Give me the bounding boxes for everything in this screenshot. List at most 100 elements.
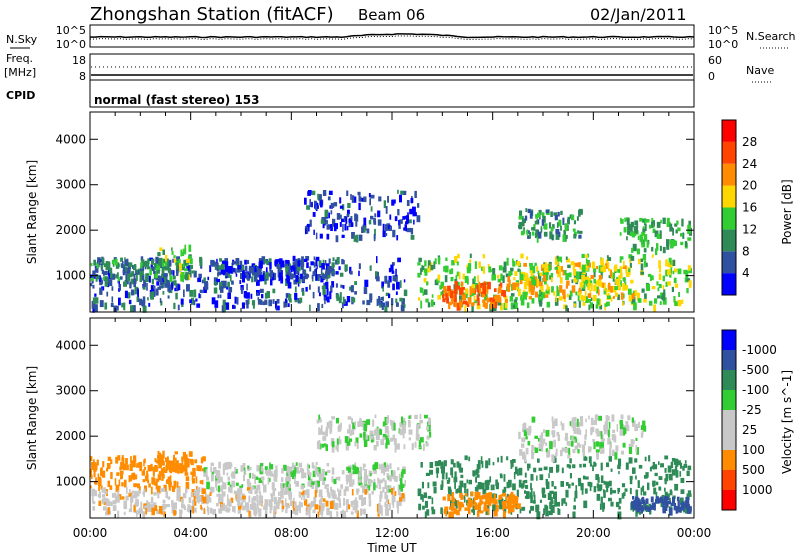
velocity-cell: [179, 468, 183, 474]
velocity-cell: [193, 493, 196, 502]
power-cell: [410, 197, 414, 203]
velocity-cell: [610, 501, 614, 507]
velocity-cell: [273, 496, 277, 505]
velocity-cell: [110, 459, 113, 465]
power-cell: [378, 299, 381, 306]
velocity-cell: [130, 456, 132, 464]
nsearch-series: [89, 35, 695, 41]
velocity-cell: [349, 472, 353, 477]
velocity-cell: [202, 456, 206, 462]
velocity-cell: [620, 414, 624, 420]
velocity-cell: [236, 492, 240, 500]
velocity-cell: [101, 470, 106, 478]
velocity-cell: [365, 477, 367, 485]
power-cell: [193, 270, 197, 278]
power-cell: [394, 216, 398, 222]
velocity-cell: [188, 497, 192, 503]
velocity-cell: [154, 465, 158, 472]
velocity-cell: [531, 451, 534, 459]
power-cell: [536, 266, 539, 272]
power-cell: [286, 260, 290, 266]
velocity-cell: [431, 506, 434, 511]
velocity-cell: [241, 484, 244, 488]
velocity-cell: [219, 487, 223, 492]
power-cell: [540, 285, 544, 292]
velocity-cell: [668, 507, 673, 516]
velocity-cell: [684, 506, 689, 514]
velocity-cell: [422, 495, 424, 502]
velocity-cell: [677, 498, 680, 506]
velocity-cell: [92, 506, 96, 511]
power-cell: [657, 287, 660, 292]
power-cell: [322, 223, 325, 229]
velocity-cell: [606, 462, 610, 468]
velocity-cell: [422, 443, 425, 451]
power-cell: [399, 194, 402, 203]
power-cell: [555, 295, 557, 303]
velocity-cell: [299, 507, 301, 514]
velocity-cell: [415, 433, 420, 441]
velocity-cell: [356, 441, 359, 449]
colorbar-segment: [722, 251, 736, 274]
power-cell: [260, 274, 265, 282]
power-cell: [634, 227, 638, 234]
power-cell: [535, 214, 538, 219]
power-cell: [568, 272, 572, 278]
velocity-cell: [368, 493, 371, 500]
power-cell: [587, 293, 592, 298]
velocity-cell: [639, 502, 642, 509]
velocity-cell: [121, 496, 125, 500]
velocity-cell: [118, 479, 121, 487]
velocity-cell: [295, 507, 299, 516]
velocity-cell: [148, 483, 151, 488]
power-cell: [610, 297, 613, 302]
velocity-cell: [162, 509, 165, 513]
velocity-cell: [653, 502, 656, 507]
velocity-cell: [375, 484, 378, 489]
velocity-cell: [115, 456, 119, 464]
velocity-cell: [622, 442, 626, 448]
velocity-cell: [288, 471, 293, 477]
power-cell: [671, 240, 674, 248]
power-cell: [221, 305, 226, 313]
power-cell: [166, 280, 171, 287]
velocity-cell: [346, 505, 348, 513]
velocity-cell: [346, 440, 351, 446]
velocity-cell: [162, 474, 165, 479]
velocity-cell: [320, 504, 325, 509]
velocity-cell: [573, 436, 577, 441]
power-cell: [627, 230, 630, 235]
velocity-cell: [450, 459, 454, 465]
velocity-cell: [568, 464, 572, 469]
velocity-cell: [116, 472, 120, 476]
power-cell: [526, 256, 529, 260]
velocity-cell: [650, 505, 653, 510]
power-cell: [369, 265, 372, 271]
power-cell: [322, 259, 325, 267]
power-cell: [142, 286, 146, 290]
power-cell: [90, 262, 93, 267]
power-cell: [392, 229, 396, 238]
velocity-cell: [420, 494, 424, 500]
power-cell: [525, 296, 527, 300]
velocity-cell: [518, 467, 523, 476]
velocity-cell: [545, 442, 547, 446]
velocity-cell: [540, 432, 544, 438]
velocity-cell: [508, 494, 512, 499]
velocity-cell: [625, 421, 629, 429]
velocity-cell: [317, 511, 320, 517]
velocity-cell: [425, 472, 430, 476]
velocity-cell: [321, 495, 323, 502]
velocity-cell: [473, 497, 476, 505]
x-tick-label: 16:00: [475, 526, 510, 540]
velocity-cell: [414, 414, 418, 420]
power-cell: [214, 281, 217, 286]
power-cell: [159, 247, 163, 251]
velocity-cell: [227, 462, 232, 470]
power-cell: [626, 272, 630, 277]
velocity-cell: [649, 466, 652, 472]
power-cell: [330, 202, 335, 208]
power-cell: [585, 258, 588, 263]
velocity-cell: [419, 414, 422, 420]
velocity-cell: [260, 476, 265, 481]
